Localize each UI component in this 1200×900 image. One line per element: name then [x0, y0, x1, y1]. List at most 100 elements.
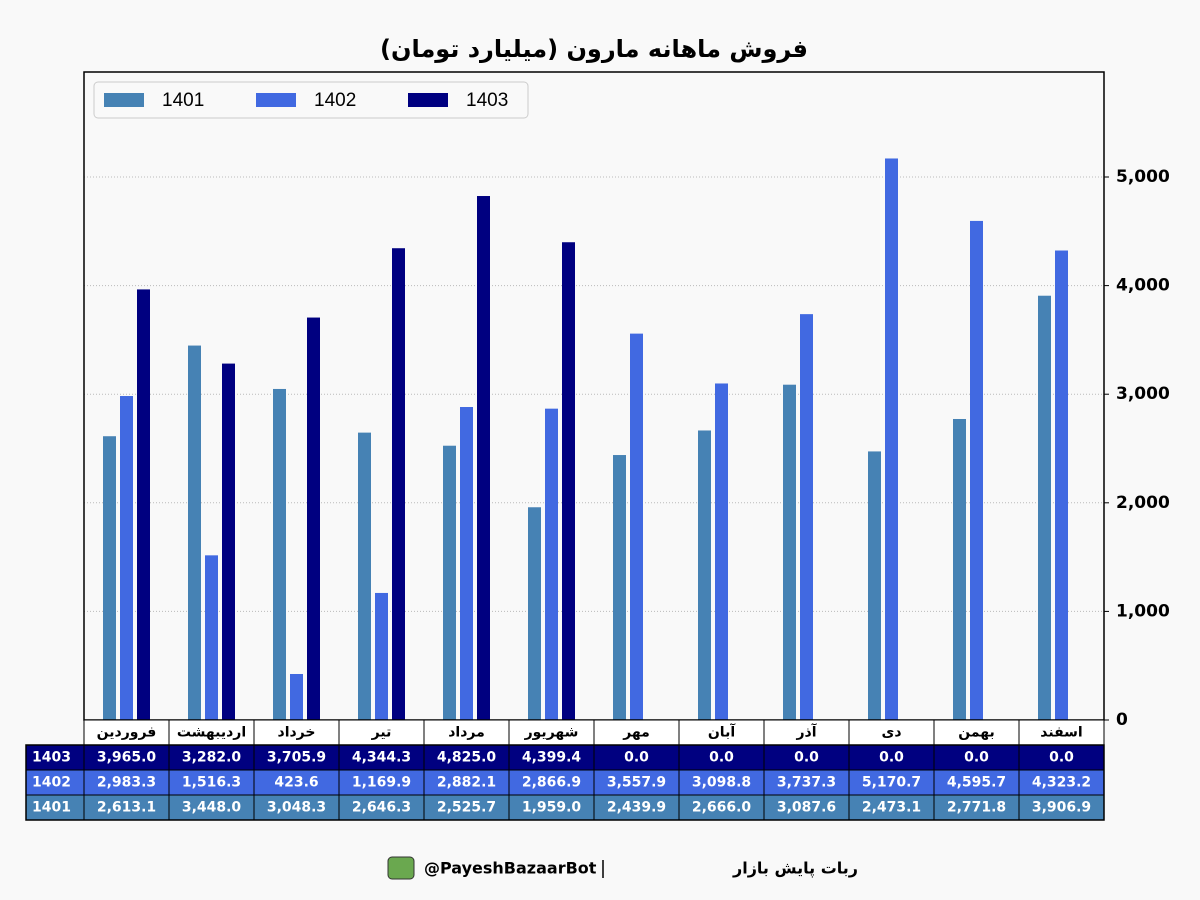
bar: [137, 289, 150, 720]
table-value: 1,169.9: [352, 775, 411, 791]
table-value: 2,473.1: [862, 800, 921, 816]
bar: [290, 673, 303, 720]
table-cell: [83, 744, 170, 771]
x-tick-label: آبان: [708, 723, 736, 741]
bar: [698, 430, 711, 720]
table-value: 3,087.6: [777, 800, 836, 816]
table-cell: [933, 794, 1020, 821]
legend-label: 1401: [162, 90, 204, 111]
footer-handle: @PayeshBazaarBot: [424, 859, 597, 878]
x-tick-label: شهریور: [524, 725, 579, 741]
chart-title: فروش ماهانه مارون (میلیارد تومان): [380, 35, 808, 63]
table-value: 0.0: [709, 750, 734, 766]
table-cell: [168, 769, 255, 796]
table-value: 2,613.1: [97, 800, 156, 816]
bar: [868, 451, 881, 720]
bar: [715, 383, 728, 720]
table-header-cell: [423, 719, 510, 746]
x-tick-label: آذر: [795, 723, 817, 741]
legend-box: [93, 81, 529, 119]
table-value: 2,866.9: [522, 775, 581, 791]
table-value: 4,323.2: [1032, 775, 1091, 791]
table-value: 0.0: [879, 750, 904, 766]
x-tick-label: بهمن: [958, 725, 994, 741]
x-tick-label: دی: [881, 725, 901, 741]
table-value: 2,882.1: [437, 775, 496, 791]
y-tick-label: 2,000: [1116, 493, 1170, 513]
table-header-cell: [253, 719, 340, 746]
legend-label: 1402: [314, 90, 356, 111]
table-value: 3,557.9: [607, 775, 666, 791]
bot-icon: [387, 856, 415, 880]
x-tick-label: مهر: [622, 725, 650, 741]
table-value: 0.0: [964, 750, 989, 766]
bar: [375, 592, 388, 720]
table-value: 1,959.0: [522, 800, 582, 816]
y-tick-label: 5,000: [1116, 167, 1170, 187]
bar: [953, 418, 966, 720]
bar: [630, 333, 643, 720]
x-tick-label: اردیبهشت: [177, 725, 246, 741]
table-cell: [508, 794, 595, 821]
table-cell: [338, 794, 425, 821]
table-value: 3,098.8: [692, 775, 751, 791]
bar: [885, 158, 898, 720]
table-value: 3,048.3: [267, 800, 326, 816]
x-tick-label: تیر: [371, 725, 392, 741]
table-cell: [423, 744, 510, 771]
bar: [970, 220, 983, 720]
bar: [120, 396, 133, 720]
bar: [1038, 295, 1051, 720]
table-row-label: 1402: [32, 775, 71, 791]
table-frame: [25, 744, 1105, 821]
table-value: 4,825.0: [437, 750, 497, 766]
table-cell: [848, 769, 935, 796]
table-value: 3,448.0: [182, 800, 242, 816]
legend-swatch: [104, 93, 144, 107]
table-cell: [678, 794, 765, 821]
legend-swatch: [408, 93, 448, 107]
table-row-label: 1403: [32, 750, 71, 766]
table-value: 423.6: [274, 775, 318, 791]
table-cell: [848, 794, 935, 821]
bar: [460, 407, 473, 720]
y-tick-label: 1,000: [1116, 601, 1170, 621]
bar: [562, 242, 575, 720]
plot-area: [84, 72, 1104, 720]
legend-label: 1403: [466, 90, 508, 111]
bar: [273, 388, 286, 720]
legend-swatch: [256, 93, 296, 107]
table-cell: [1018, 769, 1105, 796]
bar: [205, 555, 218, 720]
x-tick-label: اسفند: [1040, 725, 1082, 741]
bar: [307, 317, 320, 720]
bar: [477, 196, 490, 721]
table-cell: [83, 794, 170, 821]
table-value: 2,439.9: [607, 800, 666, 816]
table-cell: [593, 794, 680, 821]
table-value: 2,525.7: [437, 800, 496, 816]
bar: [613, 455, 626, 720]
bar: [800, 314, 813, 720]
table-value: 3,965.0: [97, 750, 157, 766]
table-value: 4,399.4: [522, 750, 582, 766]
table-cell: [678, 769, 765, 796]
table-header-cell: [678, 719, 765, 746]
footer-bot: ربات پایش بازار: [732, 859, 858, 879]
table-cell: [763, 744, 850, 771]
table-header-cell: [848, 719, 935, 746]
bar: [358, 432, 371, 720]
table-value: 2,771.8: [947, 800, 1006, 816]
bar: [222, 363, 235, 720]
bar: [443, 445, 456, 720]
table-header-cell: [338, 719, 425, 746]
table-value: 2,666.0: [692, 800, 752, 816]
bar: [1055, 250, 1068, 721]
table-cell: [168, 744, 255, 771]
table-value: 2,646.3: [352, 800, 411, 816]
bar: [103, 436, 116, 720]
x-tick-label: خرداد: [278, 725, 316, 741]
x-tick-label: مرداد: [448, 725, 485, 741]
table-value: 3,282.0: [182, 750, 242, 766]
